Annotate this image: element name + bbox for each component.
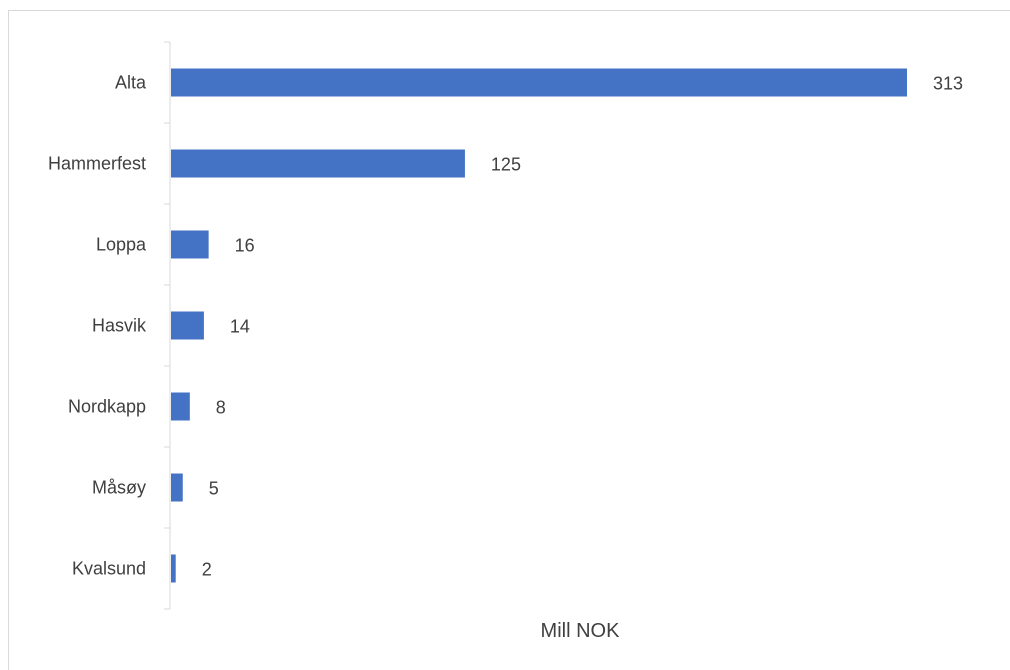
bar-måsøy xyxy=(171,473,183,502)
value-label: 16 xyxy=(235,236,255,256)
category-label: Loppa xyxy=(96,235,147,255)
category-label: Hasvik xyxy=(92,316,147,336)
chart-frame xyxy=(8,10,1010,670)
bar-hammerfest xyxy=(171,149,465,178)
category-label: Kvalsund xyxy=(72,559,146,579)
value-label: 313 xyxy=(933,74,963,94)
bar-nordkapp xyxy=(171,392,190,421)
bar-hasvik xyxy=(171,311,204,340)
x-axis-title: Mill NOK xyxy=(541,620,621,642)
bar-kvalsund xyxy=(171,554,176,583)
value-label: 8 xyxy=(216,398,226,418)
category-label: Alta xyxy=(115,73,147,93)
value-label: 14 xyxy=(230,317,250,337)
category-label: Hammerfest xyxy=(48,154,146,174)
category-label: Måsøy xyxy=(92,478,146,498)
category-label: Nordkapp xyxy=(68,397,146,417)
value-label: 2 xyxy=(202,560,212,580)
value-label: 125 xyxy=(491,155,521,175)
bar-loppa xyxy=(171,230,209,259)
value-label: 5 xyxy=(209,479,219,499)
bar-alta xyxy=(171,68,907,97)
